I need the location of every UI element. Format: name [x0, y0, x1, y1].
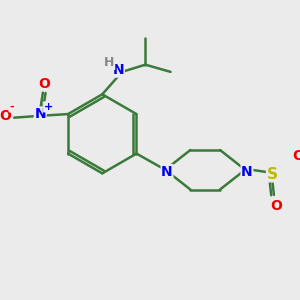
Text: N: N	[112, 63, 124, 77]
Text: -: -	[9, 102, 14, 112]
Text: +: +	[44, 102, 53, 112]
Text: O: O	[38, 76, 50, 91]
Text: N: N	[241, 165, 253, 178]
Text: N: N	[161, 165, 173, 178]
Text: H: H	[104, 56, 115, 69]
Text: O: O	[0, 109, 11, 123]
Text: O: O	[270, 199, 282, 213]
Text: N: N	[34, 107, 46, 121]
Text: O: O	[292, 149, 300, 163]
Text: S: S	[267, 167, 278, 182]
